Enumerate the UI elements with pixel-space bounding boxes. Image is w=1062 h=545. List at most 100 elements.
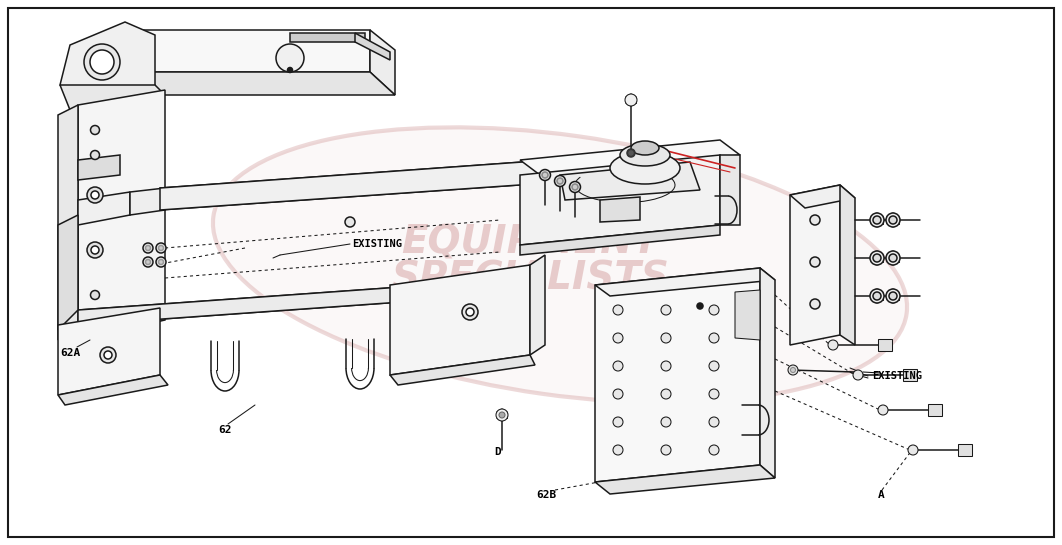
- Circle shape: [613, 389, 623, 399]
- Circle shape: [276, 44, 304, 72]
- Text: 62A: 62A: [59, 348, 81, 358]
- Circle shape: [886, 289, 900, 303]
- Circle shape: [156, 243, 166, 253]
- Circle shape: [104, 351, 112, 359]
- Polygon shape: [628, 168, 662, 185]
- Circle shape: [709, 445, 719, 455]
- Circle shape: [156, 257, 166, 267]
- Circle shape: [572, 184, 578, 190]
- Circle shape: [90, 125, 100, 135]
- Circle shape: [613, 361, 623, 371]
- Circle shape: [554, 175, 565, 186]
- Circle shape: [626, 94, 637, 106]
- Polygon shape: [958, 444, 972, 456]
- Ellipse shape: [631, 141, 660, 155]
- Circle shape: [613, 333, 623, 343]
- Text: A: A: [878, 490, 885, 500]
- Polygon shape: [290, 33, 365, 42]
- Polygon shape: [58, 215, 78, 330]
- Circle shape: [288, 68, 292, 72]
- Polygon shape: [370, 30, 395, 95]
- Text: D: D: [494, 447, 501, 457]
- Circle shape: [810, 257, 820, 267]
- Circle shape: [709, 305, 719, 315]
- Circle shape: [569, 181, 581, 192]
- Polygon shape: [840, 185, 855, 345]
- Text: 62B: 62B: [536, 490, 556, 500]
- Circle shape: [878, 405, 888, 415]
- Polygon shape: [595, 268, 775, 296]
- Polygon shape: [520, 140, 740, 175]
- Polygon shape: [110, 72, 395, 95]
- Circle shape: [870, 251, 884, 265]
- Circle shape: [886, 213, 900, 227]
- Polygon shape: [58, 105, 78, 340]
- Circle shape: [556, 178, 563, 184]
- Circle shape: [100, 347, 116, 363]
- Circle shape: [870, 213, 884, 227]
- Polygon shape: [878, 339, 892, 351]
- Circle shape: [661, 333, 671, 343]
- Circle shape: [143, 243, 153, 253]
- Circle shape: [661, 305, 671, 315]
- Polygon shape: [520, 155, 720, 245]
- Polygon shape: [58, 308, 160, 395]
- Polygon shape: [78, 192, 130, 225]
- Ellipse shape: [213, 128, 907, 403]
- Circle shape: [697, 303, 703, 309]
- Text: EXISTING: EXISTING: [872, 371, 922, 381]
- Circle shape: [661, 389, 671, 399]
- Circle shape: [158, 245, 164, 251]
- Circle shape: [873, 216, 881, 224]
- Circle shape: [873, 292, 881, 300]
- Circle shape: [709, 333, 719, 343]
- Circle shape: [613, 445, 623, 455]
- Polygon shape: [903, 369, 917, 381]
- Polygon shape: [390, 265, 530, 375]
- Circle shape: [345, 217, 355, 227]
- Circle shape: [145, 245, 151, 251]
- Circle shape: [496, 409, 508, 421]
- Circle shape: [462, 304, 478, 320]
- Circle shape: [889, 254, 897, 262]
- Circle shape: [709, 361, 719, 371]
- Circle shape: [91, 246, 99, 254]
- Circle shape: [90, 50, 114, 74]
- Polygon shape: [600, 197, 640, 222]
- Polygon shape: [760, 268, 775, 478]
- Circle shape: [466, 308, 474, 316]
- Circle shape: [661, 417, 671, 427]
- Circle shape: [84, 44, 120, 80]
- Circle shape: [87, 242, 103, 258]
- Circle shape: [889, 216, 897, 224]
- Polygon shape: [110, 30, 370, 72]
- Polygon shape: [790, 185, 840, 345]
- Circle shape: [870, 289, 884, 303]
- Circle shape: [627, 149, 635, 157]
- Circle shape: [828, 340, 838, 350]
- Text: EXISTING: EXISTING: [352, 239, 402, 249]
- Ellipse shape: [620, 144, 670, 166]
- Polygon shape: [78, 90, 165, 325]
- Polygon shape: [59, 85, 165, 110]
- Polygon shape: [59, 22, 155, 105]
- Polygon shape: [78, 310, 165, 340]
- Circle shape: [542, 172, 548, 178]
- Circle shape: [91, 191, 99, 199]
- Text: EQUIPMENT: EQUIPMENT: [400, 223, 660, 261]
- Polygon shape: [790, 185, 855, 208]
- Circle shape: [661, 445, 671, 455]
- Polygon shape: [78, 155, 120, 180]
- Circle shape: [886, 251, 900, 265]
- Circle shape: [539, 169, 550, 180]
- Circle shape: [873, 254, 881, 262]
- Polygon shape: [520, 225, 720, 255]
- Circle shape: [143, 257, 153, 267]
- Polygon shape: [720, 155, 740, 225]
- Ellipse shape: [610, 152, 680, 184]
- Circle shape: [853, 370, 863, 380]
- Circle shape: [661, 361, 671, 371]
- Polygon shape: [595, 268, 760, 482]
- Polygon shape: [560, 162, 700, 200]
- Circle shape: [613, 417, 623, 427]
